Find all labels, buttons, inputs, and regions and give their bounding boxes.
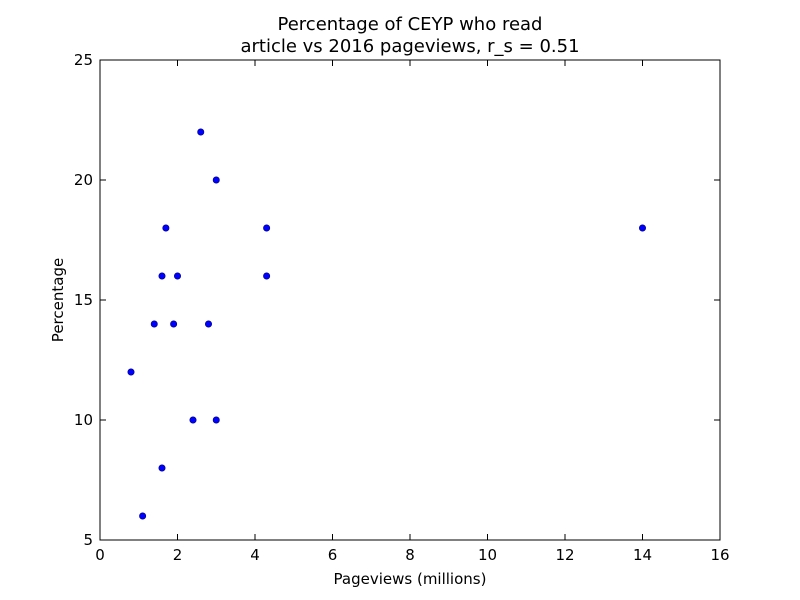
y-axis-label: Percentage [49,258,67,342]
y-tick-label: 10 [74,411,93,429]
plot-frame [99,59,721,541]
y-tick-label: 25 [74,51,93,69]
scatter-point [205,320,213,328]
scatter-point [212,416,220,424]
scatter-point [158,464,166,472]
x-tick-label: 8 [405,546,415,564]
scatter-point [139,512,147,520]
chart-title-line-2: article vs 2016 pageviews, r_s = 0.51 [240,36,579,57]
scatter-point [212,176,220,184]
x-tick-label: 4 [250,546,260,564]
scatter-point [162,224,170,232]
x-axis-label: Pageviews (millions) [334,570,487,588]
x-tick-label: 14 [633,546,652,564]
scatter-point [158,272,166,280]
data-points [127,128,646,520]
scatter-point [170,320,178,328]
x-tick-label: 10 [478,546,497,564]
x-tick-label: 16 [710,546,729,564]
x-tick-label: 6 [328,546,338,564]
x-tick-label: 2 [173,546,183,564]
scatter-point [189,416,197,424]
y-tick-label: 15 [74,291,93,309]
scatter-point [263,224,271,232]
scatter-point [174,272,182,280]
x-tick-label: 12 [555,546,574,564]
scatter-point [127,368,135,376]
x-tick-label: 0 [95,546,105,564]
scatter-point [263,272,271,280]
y-tick-label: 20 [74,171,93,189]
scatter-point [197,128,205,136]
scatter-point [638,224,646,232]
scatter-point [150,320,158,328]
axis-ticks: 0 2 4 6 8 10 12 14 16 5 10 15 20 25 [74,51,730,564]
chart-title-line-1: Percentage of CEYP who read [278,14,543,35]
y-tick-label: 5 [83,531,93,549]
